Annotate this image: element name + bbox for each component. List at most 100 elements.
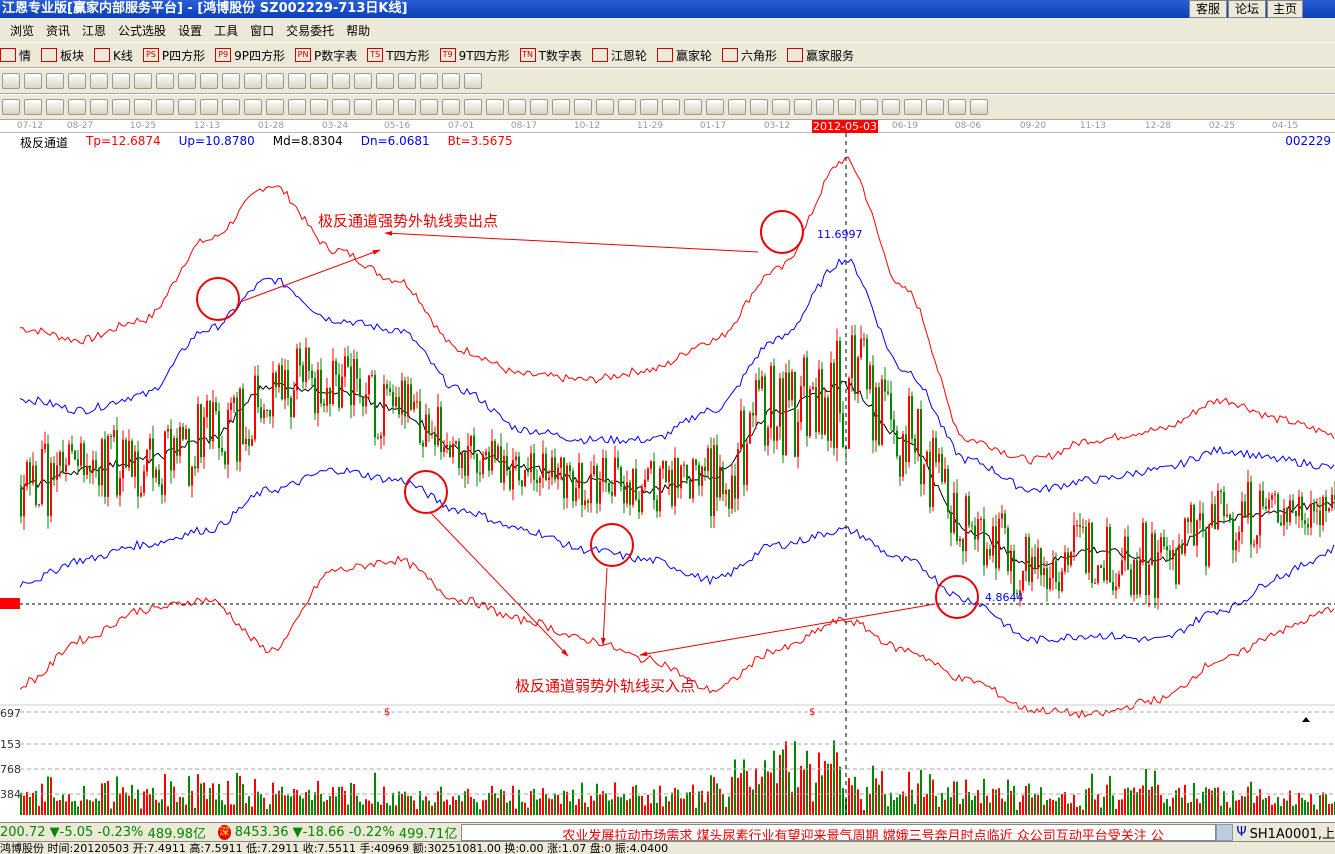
tool-icon[interactable] — [354, 99, 372, 115]
candle-body — [716, 445, 718, 498]
menu-item[interactable]: 江恩 — [82, 23, 107, 38]
tool-icon[interactable] — [926, 99, 944, 115]
tool-icon[interactable] — [486, 99, 504, 115]
volume-bar — [233, 804, 235, 815]
tool-icon[interactable] — [222, 99, 240, 115]
volume-bar — [716, 783, 718, 815]
menu-item[interactable]: 工具 — [214, 23, 239, 38]
tool-icon[interactable] — [464, 73, 482, 89]
tool-icon[interactable] — [68, 73, 86, 89]
tool-icon[interactable] — [24, 99, 42, 115]
tool-icon[interactable] — [354, 73, 372, 89]
menu-item[interactable]: 公式选股 — [118, 23, 167, 38]
tool-icon[interactable] — [420, 73, 438, 89]
forum-button[interactable]: 论坛 — [1228, 0, 1266, 18]
tool-icon[interactable] — [134, 73, 152, 89]
tool-icon[interactable] — [552, 99, 570, 115]
tool-icon[interactable] — [970, 99, 988, 115]
tool-icon[interactable] — [508, 99, 526, 115]
tool-icon[interactable] — [376, 99, 394, 115]
tool-icon[interactable] — [398, 73, 416, 89]
tool-icon[interactable] — [310, 99, 328, 115]
tool-icon[interactable] — [112, 73, 130, 89]
tool-icon[interactable] — [266, 99, 284, 115]
tool-icon[interactable] — [838, 99, 856, 115]
tool-icon[interactable] — [244, 73, 262, 89]
toolbar-button[interactable]: 赢家服务 — [786, 47, 854, 64]
toolbar-button[interactable]: TN T数字表 — [519, 47, 582, 64]
tool-icon[interactable] — [178, 73, 196, 89]
toolbar-button[interactable]: TS T四方形 — [367, 47, 430, 64]
tool-icon[interactable] — [222, 73, 240, 89]
tool-icon[interactable] — [156, 99, 174, 115]
tool-icon[interactable] — [90, 99, 108, 115]
tool-icon[interactable] — [816, 99, 834, 115]
tool-icon[interactable] — [750, 99, 768, 115]
tool-icon[interactable] — [948, 99, 966, 115]
tool-icon[interactable] — [794, 99, 812, 115]
toolbar-button[interactable]: PS P四方形 — [142, 47, 205, 64]
menu-item[interactable]: 交易委托 — [286, 23, 335, 38]
toolbar-button[interactable]: P9 9P四方形 — [215, 47, 285, 64]
tool-icon[interactable] — [2, 73, 20, 89]
tool-icon[interactable] — [200, 73, 218, 89]
tool-icon[interactable] — [200, 99, 218, 115]
tool-icon[interactable] — [442, 73, 460, 89]
tool-icon[interactable] — [772, 99, 790, 115]
tool-icon[interactable] — [332, 99, 350, 115]
tool-icon[interactable] — [266, 73, 284, 89]
customer-service-button[interactable]: 客服 — [1189, 0, 1227, 18]
toolbar-button[interactable]: K线 — [94, 47, 133, 64]
home-button[interactable]: 主页 — [1267, 0, 1303, 18]
menu-item[interactable]: 帮助 — [346, 23, 371, 38]
toolbar-button[interactable]: PN P数字表 — [295, 47, 357, 64]
tool-icon[interactable] — [46, 73, 64, 89]
tool-icon[interactable] — [728, 99, 746, 115]
tool-icon[interactable] — [310, 73, 328, 89]
menu-item[interactable]: 窗口 — [250, 23, 275, 38]
menu-item[interactable]: 资讯 — [46, 23, 71, 38]
tool-icon[interactable] — [376, 73, 394, 89]
tool-icon[interactable] — [24, 73, 42, 89]
tool-icon[interactable] — [442, 99, 460, 115]
tool-icon[interactable] — [684, 99, 702, 115]
toolbar-button[interactable]: 情 — [0, 47, 31, 64]
toolbar-button[interactable]: 板块 — [41, 47, 84, 64]
tool-icon[interactable] — [244, 99, 262, 115]
tool-icon[interactable] — [530, 99, 548, 115]
tool-icon[interactable] — [332, 73, 350, 89]
toolbar-button[interactable]: 六角形 — [721, 47, 777, 64]
menu-item[interactable]: 浏览 — [10, 23, 35, 38]
candle-body — [611, 491, 613, 496]
tool-icon[interactable] — [178, 99, 196, 115]
toolbar-button[interactable]: 江恩轮 — [591, 47, 647, 64]
toolbar-button[interactable]: T9 9T四方形 — [439, 47, 510, 64]
tool-icon[interactable] — [288, 99, 306, 115]
tool-icon[interactable] — [574, 99, 592, 115]
tool-icon[interactable] — [464, 99, 482, 115]
price-chart[interactable] — [0, 0, 1335, 822]
tool-icon[interactable] — [134, 99, 152, 115]
tool-icon[interactable] — [706, 99, 724, 115]
tool-icon[interactable] — [904, 99, 922, 115]
menu-item[interactable]: 设置 — [178, 23, 203, 38]
tool-icon[interactable] — [68, 99, 86, 115]
tool-icon[interactable] — [398, 99, 416, 115]
tool-icon[interactable] — [90, 73, 108, 89]
tool-icon[interactable] — [860, 99, 878, 115]
tool-icon[interactable] — [112, 99, 130, 115]
tool-icon[interactable] — [662, 99, 680, 115]
toolbar-button[interactable]: 赢家轮 — [656, 47, 712, 64]
tool-icon[interactable] — [420, 99, 438, 115]
ticker-scroll-button[interactable] — [1216, 823, 1234, 841]
tool-icon[interactable] — [618, 99, 636, 115]
news-ticker[interactable]: 农业发展拉动市场需求 煤头尿素行业有望迎来景气周期 嫦娥三号奔月时点临近 众公司… — [461, 823, 1217, 841]
tool-icon[interactable] — [882, 99, 900, 115]
tool-icon[interactable] — [596, 99, 614, 115]
tool-icon[interactable] — [288, 73, 306, 89]
tool-icon[interactable] — [640, 99, 658, 115]
tool-icon[interactable] — [46, 99, 64, 115]
candle-body — [44, 443, 46, 450]
tool-icon[interactable] — [2, 99, 20, 115]
tool-icon[interactable] — [156, 73, 174, 89]
